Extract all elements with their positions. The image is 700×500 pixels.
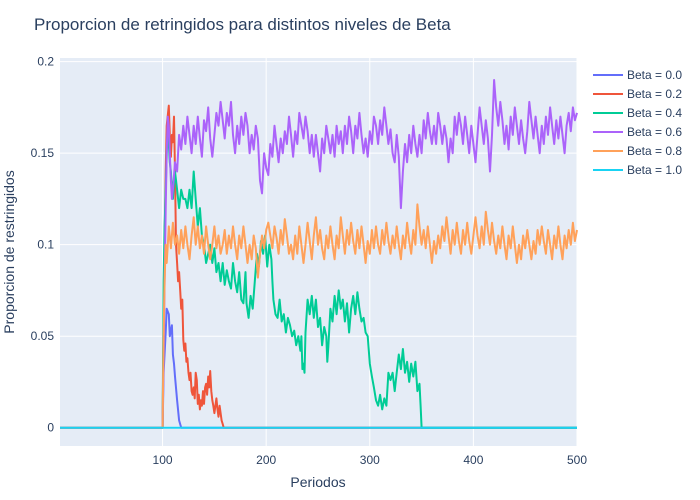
legend-label: Beta = 0.4	[627, 106, 682, 120]
y-tick-label: 0.1	[37, 238, 54, 252]
legend-item[interactable]: Beta = 0.2	[593, 87, 682, 101]
legend-item[interactable]: Beta = 0.4	[593, 106, 682, 120]
y-tick-label: 0.2	[37, 55, 54, 69]
y-axis-label: Proporcion de restringidos	[1, 170, 17, 333]
legend-item[interactable]: Beta = 0.6	[593, 125, 682, 139]
legend-label: Beta = 0.0	[627, 68, 682, 82]
x-tick-label: 100	[153, 453, 173, 467]
y-axis-ticks: 0 0.05 0.1 0.15 0.2	[31, 55, 55, 435]
series-lines	[60, 79, 578, 429]
x-tick-label: 200	[256, 453, 276, 467]
x-tick-label: 300	[360, 453, 380, 467]
chart-title: Proporcion de retringidos para distintos…	[34, 15, 451, 34]
legend-label: Beta = 1.0	[627, 163, 682, 177]
series-line-4[interactable]	[60, 203, 578, 429]
legend-item[interactable]: Beta = 1.0	[593, 163, 682, 177]
y-tick-label: 0.15	[31, 146, 55, 160]
legend-label: Beta = 0.2	[627, 87, 682, 101]
x-tick-label: 500	[567, 453, 587, 467]
series-line-3[interactable]	[60, 79, 578, 429]
y-tick-label: 0	[47, 421, 54, 435]
x-axis-label: Periodos	[290, 474, 345, 490]
legend-label: Beta = 0.6	[627, 125, 682, 139]
series-line-2[interactable]	[60, 124, 577, 429]
legend-item[interactable]: Beta = 0.0	[593, 68, 682, 82]
plot-area[interactable]	[60, 58, 577, 446]
series-line-1[interactable]	[60, 104, 577, 429]
legend-item[interactable]: Beta = 0.8	[593, 144, 682, 158]
y-tick-label: 0.05	[31, 329, 55, 343]
legend[interactable]: Beta = 0.0 Beta = 0.2 Beta = 0.4 Beta = 0.6…	[593, 68, 682, 177]
x-axis-ticks: 100 200 300 400 500	[153, 453, 588, 467]
legend-label: Beta = 0.8	[627, 144, 682, 158]
x-tick-label: 400	[463, 453, 483, 467]
